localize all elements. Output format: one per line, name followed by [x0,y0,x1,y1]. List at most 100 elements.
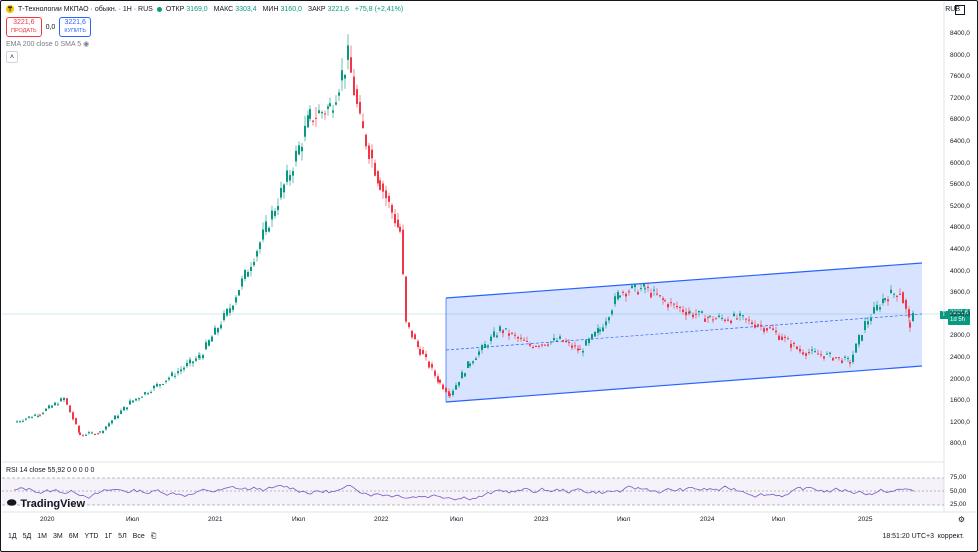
candle-body [25,418,27,420]
candle-body [508,333,510,336]
candle-body [244,269,246,279]
channel-upper-line[interactable] [445,262,923,299]
candle-body [820,354,822,356]
candle-body [588,338,590,344]
candle-body [730,320,732,324]
time-tick: Июл [772,516,786,523]
candle-body [82,435,84,437]
candle-body [422,350,424,355]
candle-body [520,337,522,339]
range-5y[interactable]: 5Л [118,533,127,540]
tradingview-logo[interactable]: ⬬ TradingView [7,497,85,510]
candle-body [147,393,149,395]
range-1d[interactable]: 1Д [8,533,17,540]
eye-icon[interactable]: ◉ [83,41,90,48]
maximize-icon[interactable] [955,5,965,15]
channel-lower-line[interactable] [445,365,923,403]
price-tick: 3200,0 [950,310,970,318]
rsi-band [2,478,944,505]
candle-body [180,369,182,372]
candle-body [223,313,225,321]
time-tick: 2024 [700,516,715,523]
candle-body [775,330,777,333]
range-selector: 1Д 5Д 1М 3М 6М YTD 1Г 5Л Все ⎗ [8,533,156,541]
candle-body [220,324,222,329]
adjust-toggle[interactable]: коррект. [937,533,964,540]
parallel-channel-fill[interactable] [446,263,922,402]
candles-group [16,34,914,437]
candle-body [37,415,39,417]
candle-body [769,327,771,329]
candle-body [347,45,349,60]
candle-body [144,392,146,395]
candle-body [912,312,914,322]
price-tick: 4800,0 [950,224,970,232]
candle-body [814,351,816,353]
candle-body [562,340,564,342]
candle-body [307,115,309,128]
last-price-tag: 3221,6 1d 5h [948,309,971,325]
candle-body [650,292,652,298]
candle-body [896,295,898,297]
candle-body [28,416,30,418]
symbol-logo-icon[interactable]: ₸ [6,5,14,13]
candle-body [321,112,323,114]
range-5d[interactable]: 5Д [22,533,32,540]
candle-body [553,338,555,341]
price-tick: 2800,0 [950,332,970,340]
range-6m[interactable]: 6М [68,533,79,540]
candle-body [835,357,837,359]
range-1y[interactable]: 1Г [104,533,113,540]
candle-body [135,398,137,401]
candle-body [844,356,846,358]
candle-body [402,229,404,275]
candle-body [664,300,666,302]
range-1m[interactable]: 1М [37,533,48,540]
candle-body [879,307,881,310]
candle-body [514,334,516,336]
range-3m[interactable]: 3М [53,533,63,540]
candle-body [667,304,669,308]
candle-body [760,324,762,326]
buy-button[interactable]: 3221,6 КУПИТЬ [59,17,91,37]
currency-label[interactable]: RUB [945,6,960,13]
candle-body [414,334,416,340]
candle-body [823,356,825,359]
rsi-line[interactable] [13,484,915,501]
candle-body [617,291,619,300]
range-all[interactable]: Все [132,533,145,540]
candle-body [772,328,774,330]
candle-body [808,352,810,354]
price-tick: 1600,0 [950,397,970,405]
candle-body [757,324,759,327]
candle-body [852,354,854,362]
symbol-title[interactable]: Т-Технологии МКПАО · обыкн. · 1Н · RUS [18,5,153,13]
candle-body [344,74,346,79]
candle-body [469,363,471,366]
channel-median-line[interactable] [445,313,923,351]
candle-body [882,298,884,304]
candle-body [599,329,601,332]
candle-body [826,353,828,355]
date-range-icon[interactable]: ⎗ [150,533,157,540]
candle-body [312,120,314,122]
settings-gear-icon[interactable]: ⚙ [957,515,965,524]
indicator-legend[interactable]: EMA 200 close 0 SMA 5 ◉ [6,41,90,48]
candle-body [377,171,379,184]
candle-body [748,319,750,321]
candle-body [277,205,279,211]
candle-body [796,346,798,350]
time-tick: 2022 [374,516,389,523]
candle-body [679,306,681,308]
candle-body [256,251,258,257]
candle-body [849,362,851,364]
rsi-legend[interactable]: RSI 14 close 55,92 0 0 0 0 0 [6,467,95,474]
range-ytd[interactable]: YTD [84,533,99,540]
candle-body [97,433,99,435]
sell-button[interactable]: 3221,6 ПРОДАТЬ [6,17,42,37]
candle-body [568,342,570,344]
clock-time[interactable]: 18:51:20 UTC+3 [882,533,934,540]
candle-body [902,292,904,304]
collapse-legend-button[interactable]: ˄ [6,51,18,63]
